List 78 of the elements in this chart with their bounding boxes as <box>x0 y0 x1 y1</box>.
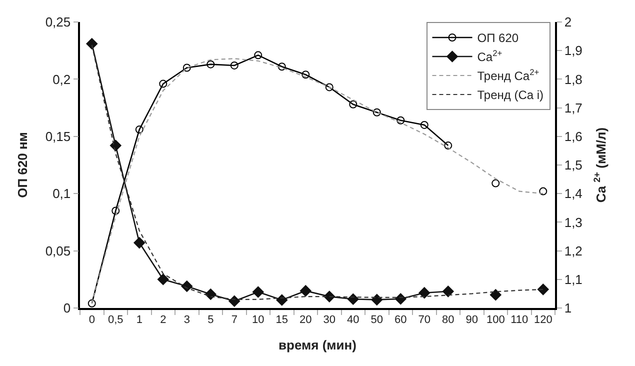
x-tick-label: 120 <box>534 314 552 326</box>
x-tick-label: 70 <box>418 314 431 326</box>
point <box>396 116 405 124</box>
x-tick-label: 0,5 <box>108 314 124 326</box>
x-tick-label: 80 <box>442 314 454 326</box>
y2-tick-label: 1,3 <box>564 214 582 230</box>
y-tick-label: 0,05 <box>45 243 71 258</box>
x-tick-label: 90 <box>466 314 478 326</box>
x-tick-label: 7 <box>231 314 238 326</box>
x-tick-label: 50 <box>370 314 384 326</box>
y2-tick-label: 1,1 <box>564 272 582 287</box>
point <box>490 289 502 301</box>
y-tick-label: 0,2 <box>52 72 71 87</box>
point <box>302 70 310 79</box>
x-tick-label: 5 <box>208 314 214 326</box>
point <box>181 280 193 292</box>
x-tick-label: 40 <box>347 314 360 326</box>
x-tick-label: 110 <box>510 314 528 326</box>
point <box>492 179 500 188</box>
y2-tick-label: 1,2 <box>564 243 582 258</box>
x-tick-label: 10 <box>252 314 264 326</box>
point <box>537 284 549 296</box>
point <box>371 294 383 306</box>
point <box>135 126 144 134</box>
y-tick-label: 0,25 <box>45 14 71 30</box>
point <box>372 108 381 116</box>
point <box>182 64 191 72</box>
point <box>349 100 358 108</box>
point <box>157 274 169 286</box>
y-axis-title: ОП 620 нм <box>14 132 30 198</box>
y2-tick-label: 2 <box>564 14 572 30</box>
x-tick-label: 3 <box>184 314 190 326</box>
x-tick-label: 15 <box>276 314 288 326</box>
point <box>110 140 122 152</box>
x-tick-label: 1 <box>136 314 142 326</box>
legend-label: Тренд Ca$^{2+}$ <box>477 67 540 84</box>
y2-tick-label: 1 <box>564 300 572 316</box>
x-tick-label: 20 <box>300 314 312 326</box>
point <box>159 80 168 88</box>
point <box>278 62 286 71</box>
point <box>134 237 146 248</box>
x-tick-label: 100 <box>486 314 505 326</box>
y-tick-label: 0,15 <box>45 128 71 144</box>
x-tick-label: 60 <box>394 314 407 326</box>
point <box>394 293 406 305</box>
point <box>112 206 120 215</box>
y-tick-label: 0 <box>63 300 71 316</box>
y2-tick-label: 1,7 <box>564 100 582 116</box>
y2-tick-label: 1,4 <box>564 186 582 202</box>
x-tick-label: 30 <box>323 314 336 326</box>
point <box>442 286 454 298</box>
point <box>444 142 452 150</box>
point <box>254 51 262 60</box>
y-tick-label: 0,1 <box>52 186 71 202</box>
point <box>252 286 264 298</box>
legend-label: Тренд (Ca i) <box>477 88 544 102</box>
point <box>420 120 428 129</box>
y2-tick-label: 1,5 <box>564 158 582 173</box>
x-tick-label: 0 <box>88 314 95 326</box>
legend-label: ОП 620 <box>477 31 519 46</box>
point <box>88 299 96 308</box>
point <box>325 83 334 92</box>
point <box>418 287 430 299</box>
point <box>228 295 240 307</box>
point <box>204 288 216 300</box>
legend-label: Ca$^{2+}$ <box>477 48 502 64</box>
x-tick-label: 2 <box>160 314 166 326</box>
y2-tick-label: 1,8 <box>564 72 582 87</box>
point <box>347 293 359 305</box>
x-axis-title: время (мин) <box>278 337 356 352</box>
y2-tick-label: 1,6 <box>564 128 582 144</box>
y2-tick-label: 1,9 <box>564 43 582 58</box>
point <box>276 294 288 306</box>
point <box>300 285 312 297</box>
point <box>230 61 238 70</box>
point <box>206 60 215 68</box>
point <box>86 38 98 50</box>
point <box>539 187 548 196</box>
